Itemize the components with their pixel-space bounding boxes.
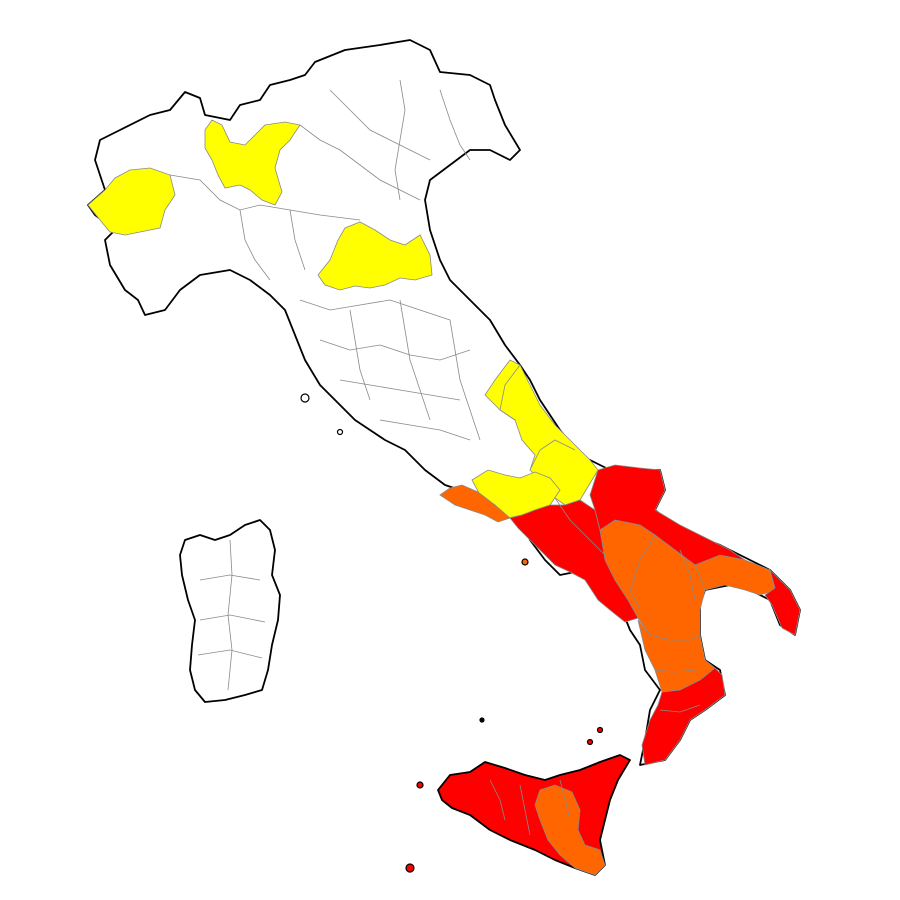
region-puglia-taranto [694, 554, 776, 596]
region-calabria-south [641, 667, 726, 766]
province-borders [169, 79, 701, 836]
region-piemonte-west [87, 167, 176, 236]
region-abruzzo-molise-coast [484, 359, 599, 506]
region-salento [764, 568, 801, 636]
island-pantelleria [405, 863, 415, 873]
island-ischia [521, 558, 529, 566]
region-lombardia-alpine [204, 119, 301, 206]
island-elba [300, 393, 310, 403]
region-emilia-central [317, 221, 433, 291]
island-giglio [336, 428, 344, 436]
island-eolie-1 [596, 726, 604, 734]
island-egadi [416, 781, 424, 789]
region-sicilia-central [534, 784, 606, 876]
region-campania-inner [509, 499, 639, 623]
island-eolie-2 [586, 738, 594, 746]
sardinia [179, 519, 281, 703]
region-puglia-north [589, 464, 746, 566]
island-ustica [479, 717, 485, 723]
